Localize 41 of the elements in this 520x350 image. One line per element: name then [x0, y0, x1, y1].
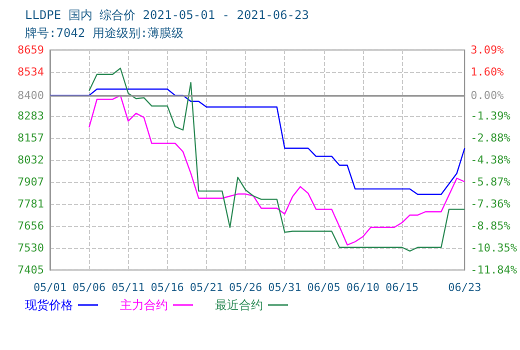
- chart-title: LLDPE 国内 综合价 2021-05-01 - 2021-06-23: [25, 8, 309, 22]
- y2-tick-label: 3.09%: [470, 44, 504, 56]
- y-tick-label: 8283: [18, 109, 44, 122]
- line-series: [49, 88, 466, 195]
- x-tick-label: 05/31: [268, 281, 302, 294]
- x-tick-label: 06/05: [307, 281, 340, 294]
- legend-label: 现货价格: [25, 298, 73, 312]
- y-tick-label: 8400: [18, 88, 44, 102]
- y2-tick-label: -8.85%: [470, 219, 511, 232]
- y-tick-label: 8659: [18, 44, 44, 56]
- y2-tick-label: -5.87%: [470, 176, 511, 189]
- y-tick-label: 7781: [18, 198, 44, 211]
- y-tick-label: 8534: [18, 65, 44, 78]
- y2-tick-label: -4.38%: [470, 154, 511, 167]
- y2-tick-label: 1.60%: [470, 65, 504, 78]
- y-tick-label: 7656: [18, 219, 44, 232]
- x-tick-label: 05/16: [150, 281, 184, 294]
- y2-tick-label: -1.39%: [470, 110, 511, 123]
- x-tick-label: 06/23: [448, 281, 482, 294]
- chart-subtitle: 牌号:7042 用途级别:薄膜级: [25, 26, 184, 40]
- x-tick-label: 05/26: [229, 281, 262, 294]
- y-tick-label: 7530: [18, 242, 44, 255]
- legend-label: 最近合约: [215, 298, 263, 312]
- y2-tick-label: -2.88%: [470, 131, 511, 144]
- x-tick-label: 05/01: [33, 281, 67, 294]
- x-tick-label: 05/21: [190, 281, 224, 294]
- line-series: [88, 68, 466, 252]
- y2-tick-label: -7.36%: [470, 197, 511, 210]
- line-series: [88, 94, 466, 246]
- y2-tick-label: -10.35%: [470, 242, 518, 255]
- x-tick-label: 06/15: [385, 281, 419, 294]
- x-tick-label: 05/06: [72, 281, 106, 294]
- x-tick-label: 05/11: [112, 281, 145, 294]
- x-tick-label: 06/10: [346, 281, 380, 294]
- y-tick-label: 7907: [18, 175, 44, 188]
- y-tick-label: 8032: [18, 154, 44, 166]
- y2-tick-label: 0.00%: [470, 89, 504, 102]
- legend-label: 主力合约: [120, 298, 168, 312]
- y2-tick-label: -11.84%: [470, 264, 518, 276]
- y-tick-label: 7405: [18, 264, 44, 276]
- y-tick-label: 8157: [18, 132, 44, 145]
